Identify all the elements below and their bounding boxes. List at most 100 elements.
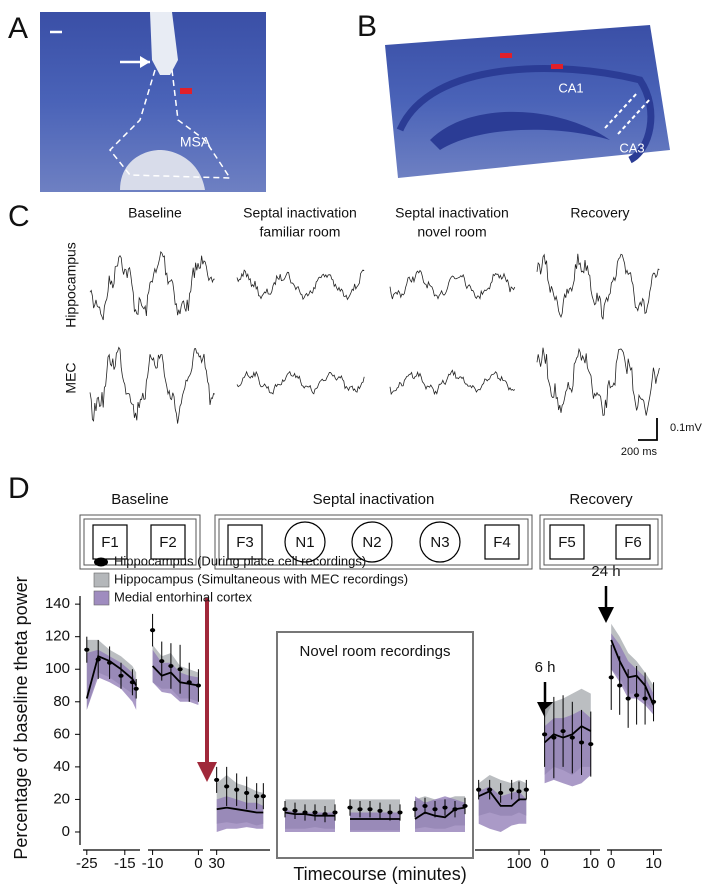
- place-cell-dot: [397, 810, 403, 815]
- hippo-line: [284, 811, 335, 817]
- lfp-trace: [236, 370, 365, 395]
- legend-marker: [93, 590, 110, 606]
- mec-band: [285, 809, 335, 832]
- place-cell-dot: [367, 807, 373, 812]
- mec-band: [611, 633, 654, 715]
- place-cell-dot: [442, 805, 448, 810]
- place-cell-dot: [159, 659, 165, 664]
- lfp-trace: [236, 269, 365, 301]
- place-cell-dot: [588, 742, 594, 747]
- room-label: F6: [624, 534, 642, 551]
- group-title: Septal inactivation: [313, 491, 435, 508]
- place-cell-dot: [332, 810, 338, 815]
- legend-marker: [94, 557, 108, 567]
- room-circle: [351, 521, 393, 563]
- place-cell-dot: [357, 807, 363, 812]
- hippo-line: [478, 790, 527, 807]
- group-box-inner: [83, 518, 197, 566]
- panel-label: A: [8, 12, 28, 45]
- group-box-inner: [218, 518, 529, 566]
- column-title: Septal inactivation: [395, 205, 509, 221]
- place-cell-dot: [551, 735, 557, 740]
- y-tick-label: 120: [45, 628, 70, 645]
- hippo-line: [85, 654, 137, 699]
- annotation: 24 h: [591, 563, 620, 580]
- mec-band: [544, 709, 591, 787]
- place-cell-dot: [244, 790, 250, 795]
- region-label: CA3: [619, 140, 644, 155]
- x-tick-label: 30: [208, 855, 225, 872]
- place-cell-dot: [149, 628, 156, 633]
- scale-label: 200 ms: [621, 446, 658, 458]
- lfp-trace: [389, 269, 516, 300]
- y-tick-label: 40: [53, 758, 70, 775]
- place-cell-dot: [608, 675, 614, 680]
- mec-band: [415, 796, 465, 832]
- y-tick-label: 20: [53, 790, 70, 807]
- group-title: Recovery: [569, 491, 633, 508]
- legend-label: Hippocampus (Simultaneous with MEC recor…: [114, 571, 408, 586]
- room-label: F3: [236, 534, 254, 551]
- hippo-line: [151, 665, 199, 687]
- x-axis-title: Timecourse (minutes): [293, 864, 466, 884]
- room-label: N2: [362, 534, 381, 551]
- y-tick-label: 140: [45, 595, 70, 612]
- histology-b: [385, 25, 670, 178]
- room-circle: [419, 521, 461, 563]
- column-title: familiar room: [260, 224, 341, 240]
- place-cell-dot: [177, 667, 183, 672]
- x-tick-label: 10: [582, 855, 599, 872]
- scale-label: 0.1mV: [670, 422, 702, 434]
- annotation: Novel room recordings: [300, 643, 451, 660]
- row-label: Hippocampus: [63, 242, 79, 328]
- place-cell-dot: [195, 683, 202, 688]
- place-cell-dot: [260, 794, 266, 799]
- mec-band: [478, 786, 527, 832]
- mec-band: [350, 812, 400, 832]
- place-cell-dot: [302, 810, 308, 815]
- place-cell-dot: [377, 808, 383, 813]
- x-tick-label: 0: [540, 855, 548, 872]
- room-label: N1: [295, 534, 314, 551]
- region-label: MSA: [180, 134, 211, 150]
- panel-label: D: [8, 472, 30, 505]
- place-cell-dot: [234, 787, 240, 792]
- column-title: Baseline: [128, 205, 182, 221]
- room-square: [150, 524, 186, 560]
- place-cell-dot: [133, 686, 139, 691]
- place-cell-dot: [118, 673, 124, 678]
- column-title: novel room: [417, 224, 486, 240]
- place-cell-dot: [312, 810, 318, 815]
- group-box: [79, 514, 201, 570]
- room-square: [549, 524, 585, 560]
- place-cell-dot: [462, 803, 468, 808]
- hippo-line: [610, 639, 655, 706]
- hippo-line: [216, 806, 264, 814]
- place-cell-dot: [412, 807, 418, 812]
- group-box: [214, 514, 533, 570]
- y-axis-title: Percentage of baseline theta power: [11, 576, 31, 859]
- room-circle: [284, 521, 326, 563]
- panel-label: B: [357, 10, 377, 43]
- place-cell-dot: [432, 807, 438, 812]
- place-cell-dot: [282, 807, 288, 812]
- lfp-trace: [389, 369, 516, 396]
- place-cell-dot: [254, 794, 260, 799]
- place-cell-dot: [625, 696, 631, 701]
- place-cell-dot: [509, 787, 515, 792]
- place-cell-dot: [214, 777, 220, 782]
- legend-marker: [93, 572, 110, 588]
- place-cell-dot: [387, 810, 393, 815]
- place-cell-dot: [422, 803, 428, 808]
- group-box: [539, 514, 663, 570]
- room-square: [92, 524, 128, 560]
- x-tick-label: 100: [506, 855, 531, 872]
- scale-bar: [638, 418, 658, 441]
- mec-band: [86, 649, 137, 710]
- novel-room-box: [276, 631, 474, 859]
- place-cell-dot: [617, 683, 623, 688]
- histology-a: [40, 12, 266, 192]
- panel-label: C: [8, 200, 30, 233]
- group-box-inner: [543, 518, 659, 566]
